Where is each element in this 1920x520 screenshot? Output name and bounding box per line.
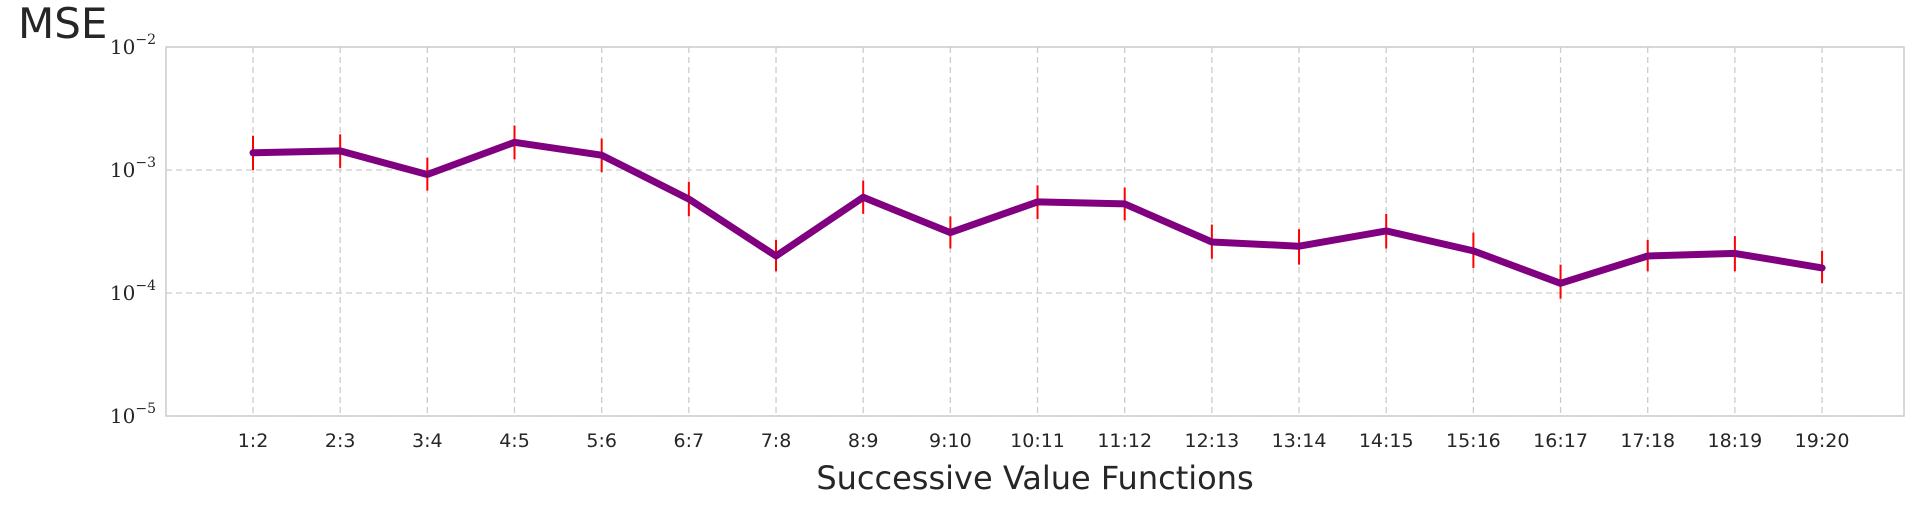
- x-tick-label: 8:9: [848, 430, 879, 452]
- x-tick-labels: 1:2 2:3 3:4 4:5 5:6 6:7 7:8 8:9 9:10 10:11 11:12 12…: [238, 430, 1850, 452]
- x-tick-label: 5:6: [586, 430, 617, 452]
- x-tick-label: 6:7: [674, 430, 705, 452]
- x-tick-label: 19:20: [1795, 430, 1850, 452]
- x-tick-label: 16:17: [1533, 430, 1588, 452]
- x-tick-label: 15:16: [1446, 430, 1501, 452]
- x-tick-label: 2:3: [325, 430, 356, 452]
- x-tick-label: 12:13: [1184, 430, 1239, 452]
- x-tick-label: 10:11: [1010, 430, 1065, 452]
- x-tick-label: 7:8: [761, 430, 792, 452]
- y-axis-label: MSE: [18, 0, 107, 48]
- x-tick-label: 18:19: [1708, 430, 1763, 452]
- y-tick-label: 10−3: [110, 155, 156, 182]
- x-tick-label: 11:12: [1097, 430, 1152, 452]
- y-tick-label: 10−4: [110, 278, 156, 305]
- plot-frame: [165, 46, 1905, 417]
- x-tick-label: 17:18: [1620, 430, 1675, 452]
- y-tick-label: 10−2: [110, 32, 156, 59]
- grid: [166, 46, 1904, 417]
- x-tick-label: 4:5: [499, 430, 530, 452]
- x-tick-label: 3:4: [412, 430, 443, 452]
- x-tick-label: 9:10: [929, 430, 972, 452]
- y-tick-labels: 10−5 10−4 10−3 10−2: [110, 32, 156, 428]
- x-axis-label: Successive Value Functions: [816, 459, 1253, 497]
- y-tick-label: 10−5: [110, 401, 156, 428]
- x-tick-label: 13:14: [1272, 430, 1327, 452]
- x-tick-label: 1:2: [238, 430, 269, 452]
- x-tick-label: 14:15: [1359, 430, 1414, 452]
- series-line: [249, 138, 1826, 287]
